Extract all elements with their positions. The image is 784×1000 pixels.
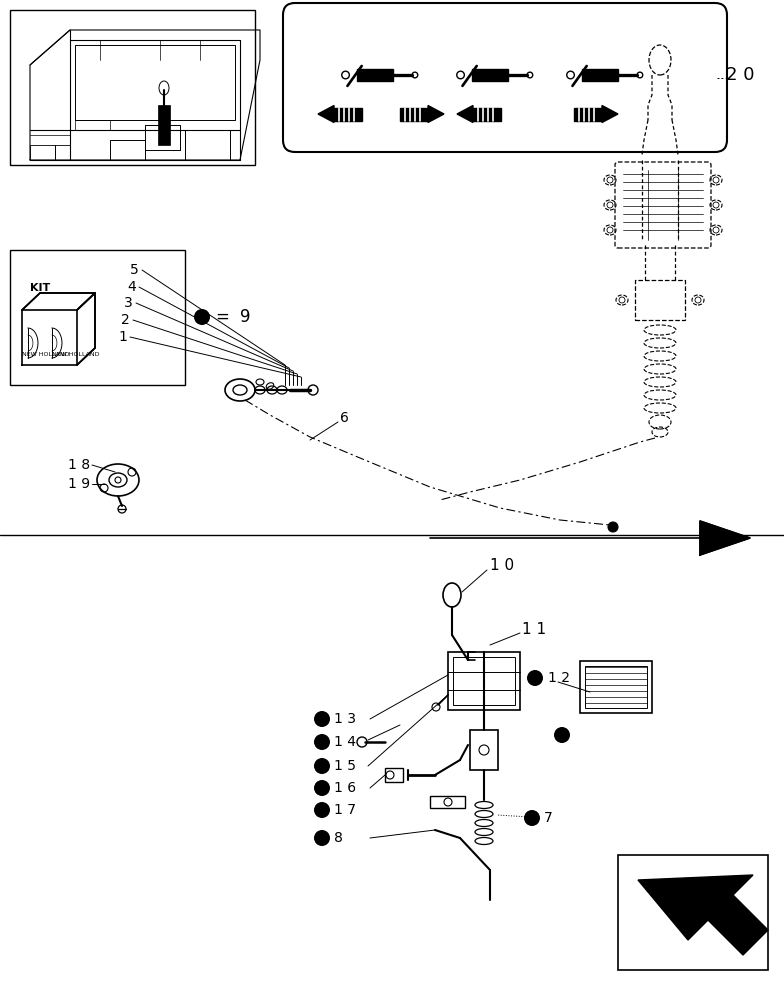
Text: 1 2: 1 2 [548, 671, 570, 685]
Text: 1 8: 1 8 [68, 458, 90, 472]
FancyBboxPatch shape [615, 162, 711, 248]
Bar [574, 107, 602, 120]
Text: 1: 1 [118, 330, 127, 344]
Circle shape [637, 72, 643, 78]
Circle shape [527, 670, 543, 686]
Ellipse shape [475, 810, 493, 818]
Text: NEW HOLLAND: NEW HOLLAND [22, 353, 70, 358]
Text: NEW HOLLAND: NEW HOLLAND [52, 353, 100, 358]
Text: 1 4: 1 4 [334, 735, 356, 749]
Polygon shape [700, 521, 750, 555]
Text: 2: 2 [121, 313, 129, 327]
FancyBboxPatch shape [283, 3, 727, 152]
Circle shape [412, 72, 418, 78]
Polygon shape [318, 105, 334, 122]
Bar [385, 768, 403, 782]
Bar [470, 730, 498, 770]
Circle shape [567, 71, 575, 79]
Bar [585, 666, 647, 708]
Bar [400, 107, 428, 120]
Circle shape [457, 71, 464, 79]
Polygon shape [602, 105, 618, 122]
Bar [582, 69, 618, 81]
Text: =: = [215, 308, 229, 326]
Ellipse shape [475, 802, 493, 808]
Circle shape [608, 522, 618, 532]
Circle shape [314, 780, 330, 796]
Circle shape [342, 71, 350, 79]
Polygon shape [428, 105, 444, 122]
Bar [334, 107, 362, 120]
Circle shape [314, 734, 330, 750]
Bar [580, 661, 652, 713]
Text: 4: 4 [127, 280, 136, 294]
Text: KIT: KIT [30, 283, 50, 293]
Bar [472, 69, 508, 81]
Bar [10, 250, 185, 385]
Circle shape [314, 830, 330, 846]
Text: 6: 6 [340, 411, 349, 425]
Text: 8: 8 [334, 831, 343, 845]
Text: 1 9: 1 9 [68, 477, 90, 491]
Ellipse shape [475, 828, 493, 836]
Ellipse shape [475, 838, 493, 844]
Circle shape [194, 309, 210, 325]
Text: 9: 9 [240, 308, 251, 326]
Bar [453, 657, 515, 705]
Bar [357, 69, 393, 81]
Ellipse shape [475, 820, 493, 826]
Bar [618, 855, 768, 970]
Bar [430, 796, 465, 808]
Text: 1 3: 1 3 [334, 712, 356, 726]
Bar [448, 652, 520, 710]
Circle shape [554, 727, 570, 743]
Circle shape [524, 810, 540, 826]
Polygon shape [638, 875, 768, 955]
Circle shape [314, 711, 330, 727]
Text: 1 7: 1 7 [334, 803, 356, 817]
Bar [158, 105, 170, 145]
Bar [635, 280, 685, 320]
Circle shape [314, 802, 330, 818]
Text: 5: 5 [130, 263, 139, 277]
Text: 7: 7 [544, 811, 553, 825]
Text: 2 0: 2 0 [726, 66, 754, 84]
Text: 3: 3 [124, 296, 132, 310]
Circle shape [314, 758, 330, 774]
Text: 1 5: 1 5 [334, 759, 356, 773]
Bar [473, 107, 501, 120]
Circle shape [527, 72, 533, 78]
Polygon shape [457, 105, 473, 122]
Text: 1 6: 1 6 [334, 781, 356, 795]
Bar [10, 10, 255, 165]
Text: 1 1: 1 1 [522, 622, 546, 638]
Text: 1 0: 1 0 [490, 558, 514, 572]
